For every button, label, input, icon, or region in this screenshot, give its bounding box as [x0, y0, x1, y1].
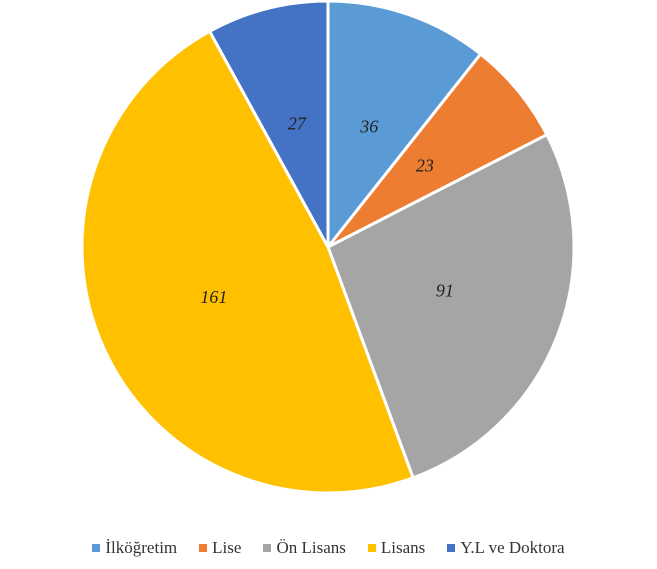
legend-item: Ön Lisans	[263, 538, 346, 558]
legend-label: Lise	[212, 538, 242, 557]
legend-swatch	[263, 544, 272, 552]
pie-slice	[326, 51, 549, 249]
pie-slice	[326, 0, 483, 252]
legend-swatch	[367, 544, 376, 552]
pie-slice	[326, 132, 576, 480]
data-label: 27	[288, 114, 307, 134]
legend-label: İlköğretim	[105, 538, 178, 557]
data-label: 91	[436, 281, 454, 301]
chart: 36 23 91 161 27	[80, 0, 576, 495]
data-label: 23	[416, 155, 434, 175]
legend-item: Y.L ve Doktora	[447, 538, 565, 558]
legend-label: Lisans	[380, 538, 426, 557]
legend: İlköğretim Lise Ön Lisans Lisans Y.L ve Dokt…	[0, 538, 657, 558]
legend-swatch	[199, 544, 208, 552]
legend-label: Ön Lisans	[276, 538, 346, 557]
legend-item: İlköğretim	[92, 538, 177, 558]
legend-item: Lise	[199, 538, 241, 558]
legend-item: Lisans	[367, 538, 426, 558]
data-label: 161	[200, 287, 227, 307]
legend-swatch	[92, 544, 101, 552]
legend-swatch	[447, 544, 456, 552]
pie-slice	[80, 29, 416, 495]
pie-slice	[207, 0, 330, 248]
legend-label: Y.L ve Doktora	[460, 538, 565, 557]
data-label: 36	[359, 117, 378, 137]
